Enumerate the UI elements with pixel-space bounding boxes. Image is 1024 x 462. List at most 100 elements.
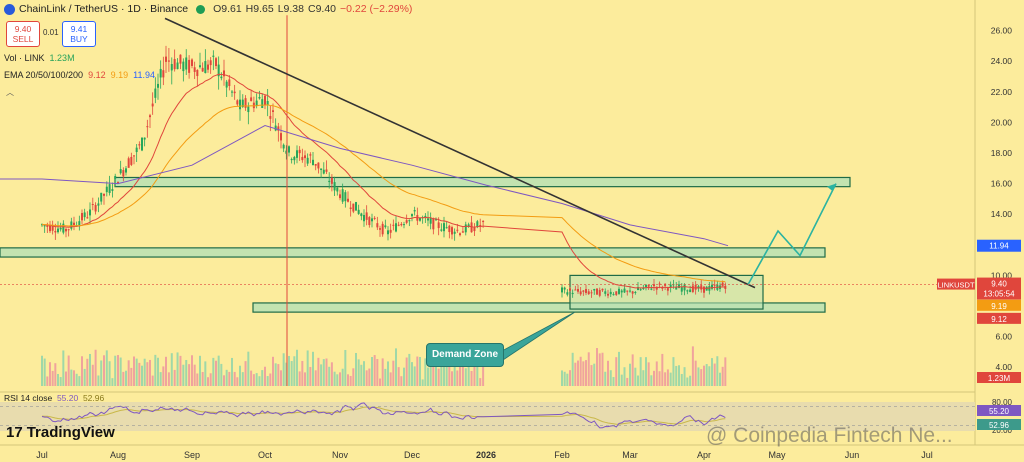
candle xyxy=(566,289,569,297)
volume-bar xyxy=(100,360,103,386)
candle xyxy=(601,288,604,292)
candle xyxy=(365,205,368,226)
candle xyxy=(473,223,476,237)
candle xyxy=(666,286,669,296)
volume-bar xyxy=(675,365,678,386)
candle xyxy=(49,220,51,233)
candle-body xyxy=(173,59,176,70)
symbol-title[interactable]: ChainLink / TetherUS · 1D · Binance xyxy=(19,3,189,15)
volume-bar xyxy=(360,364,363,386)
candle xyxy=(363,209,365,227)
ema-legend[interactable]: EMA 20/50/100/200 9.12 9.19 11.94 xyxy=(4,70,155,80)
candle xyxy=(408,219,411,227)
volume-bar xyxy=(445,359,448,386)
candle xyxy=(191,58,193,69)
candle-body xyxy=(298,149,301,154)
candle-body xyxy=(247,106,250,113)
collapse-legend-chevron-icon[interactable]: ︿ xyxy=(6,88,14,97)
candle-body xyxy=(62,223,65,233)
volume-bar xyxy=(228,371,231,386)
volume-bar xyxy=(241,372,244,386)
volume-bar xyxy=(708,366,711,386)
volume-bar xyxy=(247,351,250,386)
volume-bar xyxy=(703,365,705,386)
volume-bar xyxy=(563,371,566,386)
candle xyxy=(598,287,601,298)
candle-body xyxy=(563,287,566,290)
volume-bar xyxy=(408,353,411,386)
candle xyxy=(67,228,70,237)
candle xyxy=(432,217,435,235)
candle-body xyxy=(397,224,400,226)
candle-body xyxy=(133,155,135,157)
sell-button[interactable]: 9.40 SELL xyxy=(6,21,40,47)
price-badge-bg xyxy=(977,277,1021,300)
candle-body xyxy=(78,221,81,226)
candle-body xyxy=(424,215,427,218)
candle xyxy=(167,47,170,72)
volume-bar xyxy=(314,370,317,386)
volume-bar xyxy=(333,371,336,386)
time-tick-label: Mar xyxy=(622,450,638,460)
candle xyxy=(204,49,207,74)
candle xyxy=(51,220,54,235)
candle-body xyxy=(655,286,658,290)
volume-bar xyxy=(403,367,405,386)
volume-bar xyxy=(217,355,220,386)
candle-body xyxy=(304,155,306,159)
candle-body xyxy=(288,146,290,153)
volume-bar xyxy=(114,355,117,386)
candle-body xyxy=(223,70,225,77)
volume-bar xyxy=(456,370,459,386)
volume-bar xyxy=(705,364,708,386)
demand-zone-pointer xyxy=(499,311,576,363)
candle-body xyxy=(207,64,209,70)
rsi-ma-badge-bg xyxy=(977,419,1021,430)
candle xyxy=(373,216,376,221)
candle-body xyxy=(453,231,456,234)
time-tick-label: Apr xyxy=(697,450,711,460)
buy-button[interactable]: 9.41 BUY xyxy=(62,21,96,47)
volume-bar xyxy=(384,368,387,386)
volume-bar xyxy=(322,359,325,386)
ema50-badge: 9.19 xyxy=(977,299,1021,311)
volume-bar xyxy=(631,354,634,386)
volume-bar xyxy=(413,366,416,386)
candle xyxy=(176,58,179,70)
candle xyxy=(188,55,191,79)
candle-body xyxy=(301,156,304,161)
volume-bar xyxy=(73,370,75,386)
candle-body xyxy=(296,150,298,158)
candle-body xyxy=(637,287,639,291)
ohlc-change: −0.22 (−2.29%) xyxy=(340,3,413,15)
tradingview-logo[interactable]: ⁠17 TradingView xyxy=(6,424,115,441)
candle xyxy=(470,216,473,233)
candle-body xyxy=(258,97,261,99)
volume-bar xyxy=(162,366,165,386)
candle xyxy=(159,60,162,89)
candle-body xyxy=(108,184,111,193)
candle-body xyxy=(264,95,266,106)
candle-body xyxy=(724,285,727,289)
candle xyxy=(680,283,683,296)
candle-body xyxy=(713,284,716,286)
volume-bar xyxy=(419,357,421,386)
rsi-ma-badge-text: 52.96 xyxy=(989,421,1010,430)
candle-body xyxy=(368,217,371,226)
candle-body xyxy=(585,289,587,293)
candle xyxy=(225,79,228,97)
candle xyxy=(236,99,239,107)
volume-bar xyxy=(250,370,253,386)
candle xyxy=(330,174,333,192)
candle xyxy=(272,103,274,123)
candle-body xyxy=(130,156,133,165)
candle-body xyxy=(448,225,451,233)
volume-legend[interactable]: Vol · LINK 1.23M xyxy=(4,53,75,63)
volume-bar xyxy=(389,372,392,386)
volume-bar xyxy=(451,371,453,386)
rsi-legend[interactable]: RSI 14 close 55.20 52.96 xyxy=(4,393,104,403)
ema100-line xyxy=(0,124,729,247)
candle-body xyxy=(151,103,154,107)
ohlc-high: H9.65 xyxy=(245,3,274,15)
volume-bar xyxy=(448,350,451,386)
